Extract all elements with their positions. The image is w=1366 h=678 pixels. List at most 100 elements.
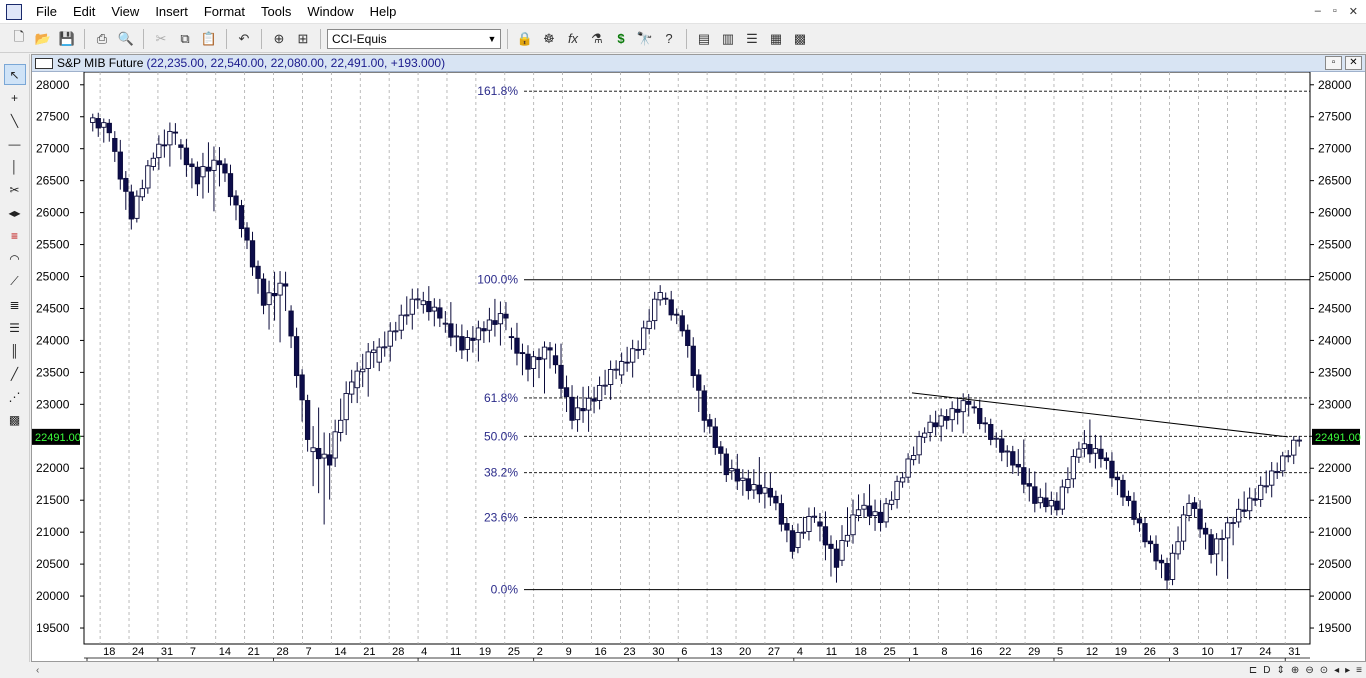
price-chart[interactable]: 18 24 31 7 14 21 28 7 14 21 28 4 11 19 25 2 9 16 23 30 6 13 20…	[32, 72, 1365, 661]
candle-body[interactable]	[999, 438, 1005, 453]
candle-body[interactable]	[106, 122, 112, 134]
menu-file[interactable]: File	[36, 3, 57, 19]
candle-body[interactable]	[944, 416, 950, 421]
candle-body[interactable]	[1191, 502, 1198, 509]
candle-body[interactable]	[618, 361, 625, 376]
status-button[interactable]: ⊙	[1319, 664, 1329, 676]
arc-icon[interactable]: ◠	[9, 251, 20, 266]
candle-body[interactable]	[1043, 497, 1049, 508]
candle-body[interactable]	[1087, 443, 1093, 455]
candle-body[interactable]	[354, 370, 360, 389]
candle-body[interactable]	[734, 468, 740, 482]
candle-body[interactable]	[194, 166, 201, 185]
status-button[interactable]: ⇕	[1276, 664, 1285, 676]
tile-vertical-icon[interactable]: ▥	[721, 30, 735, 46]
candle-body[interactable]	[117, 151, 123, 180]
chart-window-icon[interactable]	[35, 57, 53, 69]
candle-body[interactable]	[123, 177, 129, 192]
candle-body[interactable]	[508, 336, 515, 339]
symbol-combo[interactable]: CCI-Equis ▼	[327, 28, 501, 49]
candle-body[interactable]	[310, 447, 316, 453]
candle-body[interactable]	[932, 422, 939, 428]
candle-body[interactable]	[156, 143, 162, 159]
candle-body[interactable]	[674, 313, 680, 316]
scroll-left-icon[interactable]: ‹	[36, 664, 40, 676]
candle-body[interactable]	[1142, 523, 1148, 543]
candle-body[interactable]	[1296, 439, 1302, 442]
chevron-down-icon[interactable]: ▼	[487, 33, 497, 44]
candle-body[interactable]	[1258, 484, 1264, 501]
candle-body[interactable]	[1252, 498, 1258, 501]
candle-body[interactable]	[574, 407, 581, 421]
candle-body[interactable]	[227, 173, 234, 198]
candle-body[interactable]	[1213, 538, 1220, 555]
candle-body[interactable]	[1103, 457, 1110, 462]
candle-body[interactable]	[1054, 500, 1060, 511]
candle-body[interactable]	[1065, 478, 1071, 489]
candle-body[interactable]	[585, 397, 592, 411]
candle-body[interactable]	[486, 319, 493, 331]
candle-body[interactable]	[1032, 486, 1038, 504]
candle-body[interactable]	[1208, 534, 1214, 555]
candle-body[interactable]	[304, 400, 311, 440]
explorer-icon[interactable]: 🔭	[636, 30, 654, 46]
candle-body[interactable]	[894, 480, 900, 501]
candle-body[interactable]	[977, 408, 983, 424]
candle-body[interactable]	[657, 292, 663, 301]
candle-body[interactable]	[398, 314, 404, 331]
print-preview-icon[interactable]: 🔍	[117, 30, 135, 46]
expert-icon[interactable]: ☸	[543, 30, 555, 46]
candle-body[interactable]	[800, 531, 807, 534]
candle-body[interactable]	[988, 424, 994, 440]
candle-body[interactable]	[1131, 500, 1137, 520]
undo-icon[interactable]: ↶	[238, 30, 250, 46]
paste-icon[interactable]: 📋	[200, 30, 218, 46]
candle-body[interactable]	[850, 514, 856, 536]
candle-body[interactable]	[376, 346, 382, 363]
line-tool-icon[interactable]: ╱	[10, 366, 19, 381]
candle-body[interactable]	[90, 117, 96, 123]
candle-body[interactable]	[629, 348, 636, 363]
candle-body[interactable]	[718, 446, 724, 454]
fibonacci-retracement-icon[interactable]: ≣	[9, 297, 20, 312]
candle-body[interactable]	[927, 421, 933, 433]
menu-help[interactable]: Help	[369, 3, 397, 19]
candle-body[interactable]	[420, 300, 426, 306]
candle-body[interactable]	[1026, 483, 1032, 487]
candle-body[interactable]	[817, 521, 823, 527]
candle-body[interactable]	[1247, 497, 1253, 512]
candle-body[interactable]	[233, 195, 239, 206]
plot-area[interactable]	[83, 72, 1311, 645]
candle-body[interactable]	[459, 336, 465, 351]
candle-body[interactable]	[558, 364, 564, 389]
candle-body[interactable]	[128, 191, 134, 220]
candle-body[interactable]	[833, 548, 840, 568]
candle-body[interactable]	[789, 530, 796, 552]
candle-body[interactable]	[448, 323, 454, 338]
candle-body[interactable]	[277, 282, 283, 296]
candle-body[interactable]	[249, 240, 256, 268]
candle-body[interactable]	[530, 356, 537, 369]
candle-body[interactable]	[244, 227, 250, 241]
minimize-icon[interactable]: –	[1314, 5, 1321, 17]
candle-body[interactable]	[1235, 508, 1242, 523]
maximize-icon[interactable]: ▫	[1325, 56, 1342, 70]
candle-body[interactable]	[982, 422, 988, 425]
menu-edit[interactable]: Edit	[72, 3, 96, 19]
lock-icon[interactable]: 🔒	[516, 30, 534, 46]
vertical-line-icon[interactable]: │	[10, 159, 19, 174]
candle-body[interactable]	[1230, 522, 1236, 525]
candle-body[interactable]	[861, 504, 867, 510]
candle-body[interactable]	[343, 393, 349, 421]
candle-body[interactable]	[1125, 495, 1132, 501]
fan-icon[interactable]: ⟋	[10, 274, 19, 288]
restore-icon[interactable]: ▫	[1332, 5, 1337, 17]
menu-tools[interactable]: Tools	[261, 3, 292, 19]
candle-body[interactable]	[1285, 455, 1291, 458]
candle-body[interactable]	[178, 144, 184, 148]
candle-body[interactable]	[271, 293, 278, 297]
candle-body[interactable]	[453, 335, 460, 338]
candle-body[interactable]	[938, 415, 944, 427]
candle-body[interactable]	[437, 307, 443, 319]
candle-body[interactable]	[762, 487, 768, 494]
